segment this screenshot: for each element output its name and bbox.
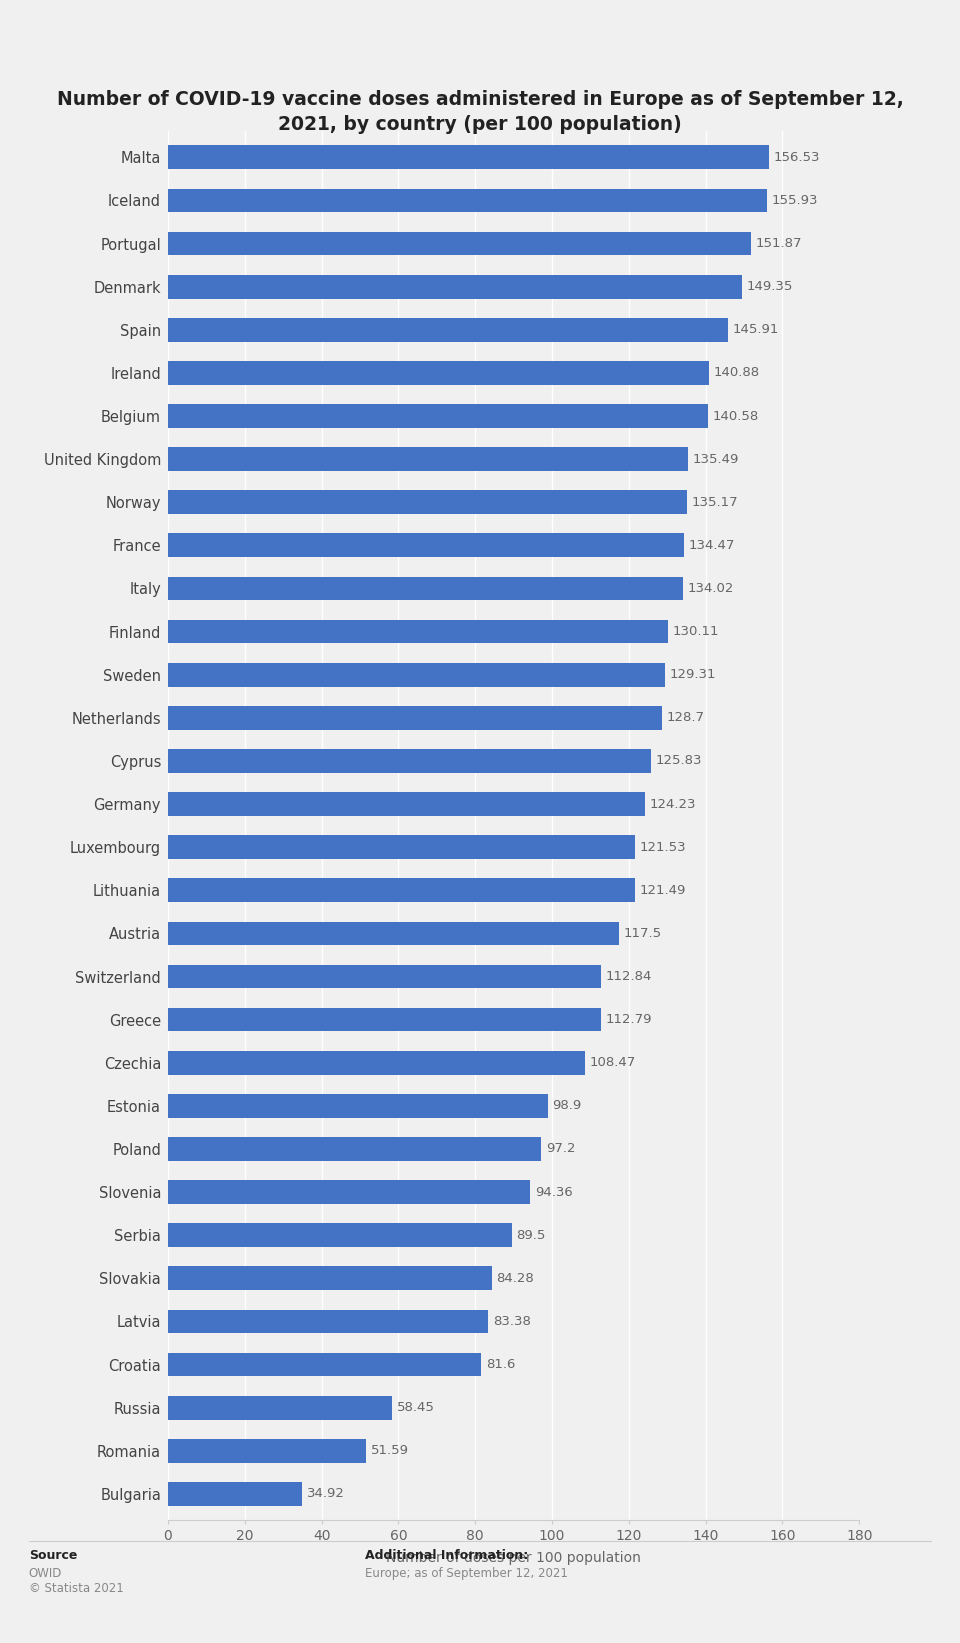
Text: OWID
© Statista 2021: OWID © Statista 2021 bbox=[29, 1567, 124, 1595]
Bar bbox=[168, 835, 635, 859]
Bar bbox=[168, 317, 729, 342]
Bar bbox=[168, 1267, 492, 1290]
Text: 97.2: 97.2 bbox=[546, 1142, 575, 1155]
Text: Source: Source bbox=[29, 1549, 77, 1562]
Text: 156.53: 156.53 bbox=[774, 151, 820, 164]
Text: 151.87: 151.87 bbox=[756, 237, 803, 250]
Text: 121.49: 121.49 bbox=[639, 884, 685, 897]
Bar bbox=[168, 1224, 512, 1247]
Bar bbox=[168, 1397, 393, 1420]
Bar bbox=[168, 662, 664, 687]
Text: 129.31: 129.31 bbox=[669, 669, 715, 682]
Bar bbox=[168, 1439, 366, 1462]
Text: 34.92: 34.92 bbox=[306, 1487, 345, 1500]
Text: 89.5: 89.5 bbox=[516, 1229, 545, 1242]
Text: 112.84: 112.84 bbox=[606, 969, 652, 983]
Text: 125.83: 125.83 bbox=[656, 754, 703, 767]
Text: 98.9: 98.9 bbox=[552, 1099, 582, 1112]
Bar bbox=[168, 274, 741, 299]
Text: 51.59: 51.59 bbox=[371, 1444, 409, 1457]
Text: 130.11: 130.11 bbox=[672, 624, 719, 637]
Text: 117.5: 117.5 bbox=[624, 927, 662, 940]
Bar bbox=[168, 577, 683, 600]
Text: 149.35: 149.35 bbox=[746, 281, 793, 292]
Text: 58.45: 58.45 bbox=[397, 1401, 435, 1415]
Text: 108.47: 108.47 bbox=[589, 1056, 636, 1070]
Bar bbox=[168, 706, 662, 729]
Text: 155.93: 155.93 bbox=[772, 194, 818, 207]
Text: 134.02: 134.02 bbox=[687, 582, 733, 595]
Bar bbox=[168, 619, 667, 644]
Text: 140.58: 140.58 bbox=[712, 409, 758, 422]
Bar bbox=[168, 922, 619, 945]
Bar bbox=[168, 404, 708, 427]
Text: Additional Information:: Additional Information: bbox=[365, 1549, 528, 1562]
Bar bbox=[168, 447, 688, 472]
Bar bbox=[168, 1180, 530, 1204]
Bar bbox=[168, 1482, 302, 1505]
Bar bbox=[168, 879, 635, 902]
Text: 140.88: 140.88 bbox=[713, 366, 759, 380]
Text: 83.38: 83.38 bbox=[492, 1314, 531, 1328]
Bar bbox=[168, 1007, 601, 1032]
Text: 94.36: 94.36 bbox=[535, 1186, 573, 1199]
Bar bbox=[168, 490, 687, 514]
Text: 135.17: 135.17 bbox=[691, 496, 738, 509]
Text: 84.28: 84.28 bbox=[496, 1272, 534, 1285]
Text: 145.91: 145.91 bbox=[732, 324, 780, 337]
Bar bbox=[168, 1137, 541, 1162]
Bar bbox=[168, 534, 684, 557]
Bar bbox=[168, 1309, 489, 1334]
Bar bbox=[168, 1094, 548, 1117]
Text: 124.23: 124.23 bbox=[650, 797, 696, 810]
Text: 81.6: 81.6 bbox=[486, 1359, 516, 1370]
Bar bbox=[168, 232, 751, 255]
Bar bbox=[168, 189, 767, 212]
Text: Number of COVID-19 vaccine doses administered in Europe as of September 12,
2021: Number of COVID-19 vaccine doses adminis… bbox=[57, 90, 903, 135]
Text: Europe; as of September 12, 2021: Europe; as of September 12, 2021 bbox=[365, 1567, 567, 1581]
Text: 135.49: 135.49 bbox=[693, 452, 739, 465]
Bar bbox=[168, 1052, 585, 1075]
Bar bbox=[168, 749, 651, 772]
Bar bbox=[168, 361, 709, 384]
Bar bbox=[168, 1352, 481, 1377]
X-axis label: Number of doses per 100 population: Number of doses per 100 population bbox=[386, 1551, 641, 1566]
Text: 128.7: 128.7 bbox=[667, 711, 705, 725]
Bar bbox=[168, 146, 769, 169]
Text: 134.47: 134.47 bbox=[689, 539, 735, 552]
Text: 112.79: 112.79 bbox=[606, 1014, 652, 1027]
Bar bbox=[168, 792, 645, 817]
Text: 121.53: 121.53 bbox=[639, 841, 685, 854]
Bar bbox=[168, 964, 601, 989]
